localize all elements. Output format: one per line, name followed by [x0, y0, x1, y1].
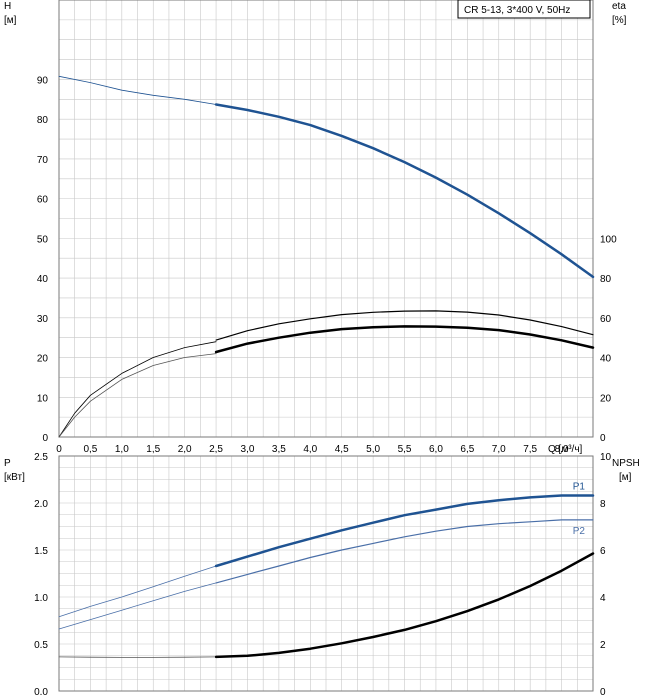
top-xtick-label: 2,0 — [178, 444, 192, 455]
bottom-series-p1 — [214, 494, 595, 568]
top-ytick-left-label: 10 — [37, 393, 49, 404]
legend-frame — [457, 0, 591, 19]
bottom-ytick-left-label: 1.5 — [34, 546, 48, 557]
bottom-series-p2 — [215, 519, 594, 584]
top-ytick-right-label: 60 — [600, 314, 612, 325]
top-ytick-right-label: 0 — [600, 433, 606, 444]
bottom-series-label-p2: P2 — [573, 526, 586, 537]
top-ytick-left-label: 60 — [37, 195, 49, 206]
bottom-ytick-right-label: 4 — [600, 593, 606, 604]
top-xtick-label: 6,5 — [460, 444, 474, 455]
bottom-series-p1-thin — [58, 565, 217, 618]
top-ytick-right-label: 20 — [600, 393, 612, 404]
top-xaxis-label: Q [м³/ч] — [548, 444, 583, 455]
top-xtick-label: 5,0 — [366, 444, 380, 455]
top-xtick-label: 5,5 — [398, 444, 412, 455]
top-series-h-thin — [58, 75, 217, 105]
top-xtick-label: 4,0 — [303, 444, 317, 455]
bottom-ytick-right-label: 8 — [600, 499, 606, 510]
bottom-plot-frame — [58, 455, 594, 692]
top-xtick-label: 1,0 — [115, 444, 129, 455]
top-xtick-label: 4,5 — [335, 444, 349, 455]
bottom-ytick-right-label: 10 — [600, 452, 612, 463]
top-ytick-left-label: 70 — [37, 155, 49, 166]
bottom-ytick-left-label: 2.5 — [34, 452, 48, 463]
bottom-ytick-left-label: 0.5 — [34, 640, 48, 651]
top-ytick-right-label: 80 — [600, 274, 612, 285]
bottom-series-npsh-thin — [58, 656, 217, 658]
bottom-ytick-left-label: 1.0 — [34, 593, 48, 604]
top-xtick-label: 3,5 — [272, 444, 286, 455]
top-xtick-label: 2,5 — [209, 444, 223, 455]
top-plot-frame — [58, 0, 594, 438]
top-xtick-label: 8,0 — [555, 444, 569, 455]
top-series-eta2 — [214, 325, 595, 354]
top-xtick-label: 3,0 — [241, 444, 255, 455]
top-ytick-right-label: 100 — [600, 234, 617, 245]
bottom-series-p2-thin — [58, 582, 217, 630]
top-ytick-left-label: 40 — [37, 274, 49, 285]
top-ytick-right-label: 40 — [600, 354, 612, 365]
top-xtick-label: 1,5 — [146, 444, 160, 455]
top-ytick-left-label: 0 — [42, 433, 48, 444]
top-series-eta1-thin — [58, 341, 217, 438]
top-yaxis-right-unit: [%] — [612, 15, 627, 26]
top-xtick-label: 6,0 — [429, 444, 443, 455]
bottom-grid — [58, 455, 594, 692]
top-ytick-left-label: 90 — [37, 75, 49, 86]
top-ytick-left-label: 30 — [37, 314, 49, 325]
top-xtick-label: 7,5 — [523, 444, 537, 455]
bottom-series — [58, 494, 595, 659]
top-ytick-left-label: 50 — [37, 234, 49, 245]
bottom-ytick-left-label: 0.0 — [34, 687, 48, 698]
top-xtick-label: 7,0 — [492, 444, 506, 455]
top-yaxis-right-title: eta — [612, 1, 626, 12]
bottom-yaxis-right-unit: [м] — [619, 472, 632, 483]
bottom-yaxis-right-title: NPSH — [612, 458, 640, 469]
bottom-ytick-right-label: 6 — [600, 546, 606, 557]
top-grid — [58, 0, 594, 438]
legend-box: CR 5-13, 3*400 V, 50Hz — [457, 0, 591, 19]
bottom-series-label-p1: P1 — [573, 481, 586, 492]
bottom-ytick-right-label: 2 — [600, 640, 606, 651]
top-xtick-label: 0 — [56, 444, 62, 455]
bottom-series-npsh — [214, 552, 595, 659]
top-ytick-left-label: 20 — [37, 354, 49, 365]
top-ytick-left-label: 80 — [37, 115, 49, 126]
bottom-yaxis-left-title: P — [4, 458, 11, 469]
top-xtick-label: 0,5 — [83, 444, 97, 455]
top-yaxis-left-title: H — [4, 1, 11, 12]
bottom-ytick-left-label: 2.0 — [34, 499, 48, 510]
top-series-eta1 — [215, 310, 594, 341]
top-series-eta2-thin — [58, 353, 217, 438]
top-series-h — [214, 103, 595, 279]
top-yaxis-left-unit: [м] — [4, 15, 17, 26]
bottom-yaxis-left-unit: [кВт] — [4, 472, 25, 483]
bottom-ytick-right-label: 0 — [600, 687, 606, 698]
legend-text: CR 5-13, 3*400 V, 50Hz — [464, 5, 570, 16]
top-series — [58, 75, 595, 438]
